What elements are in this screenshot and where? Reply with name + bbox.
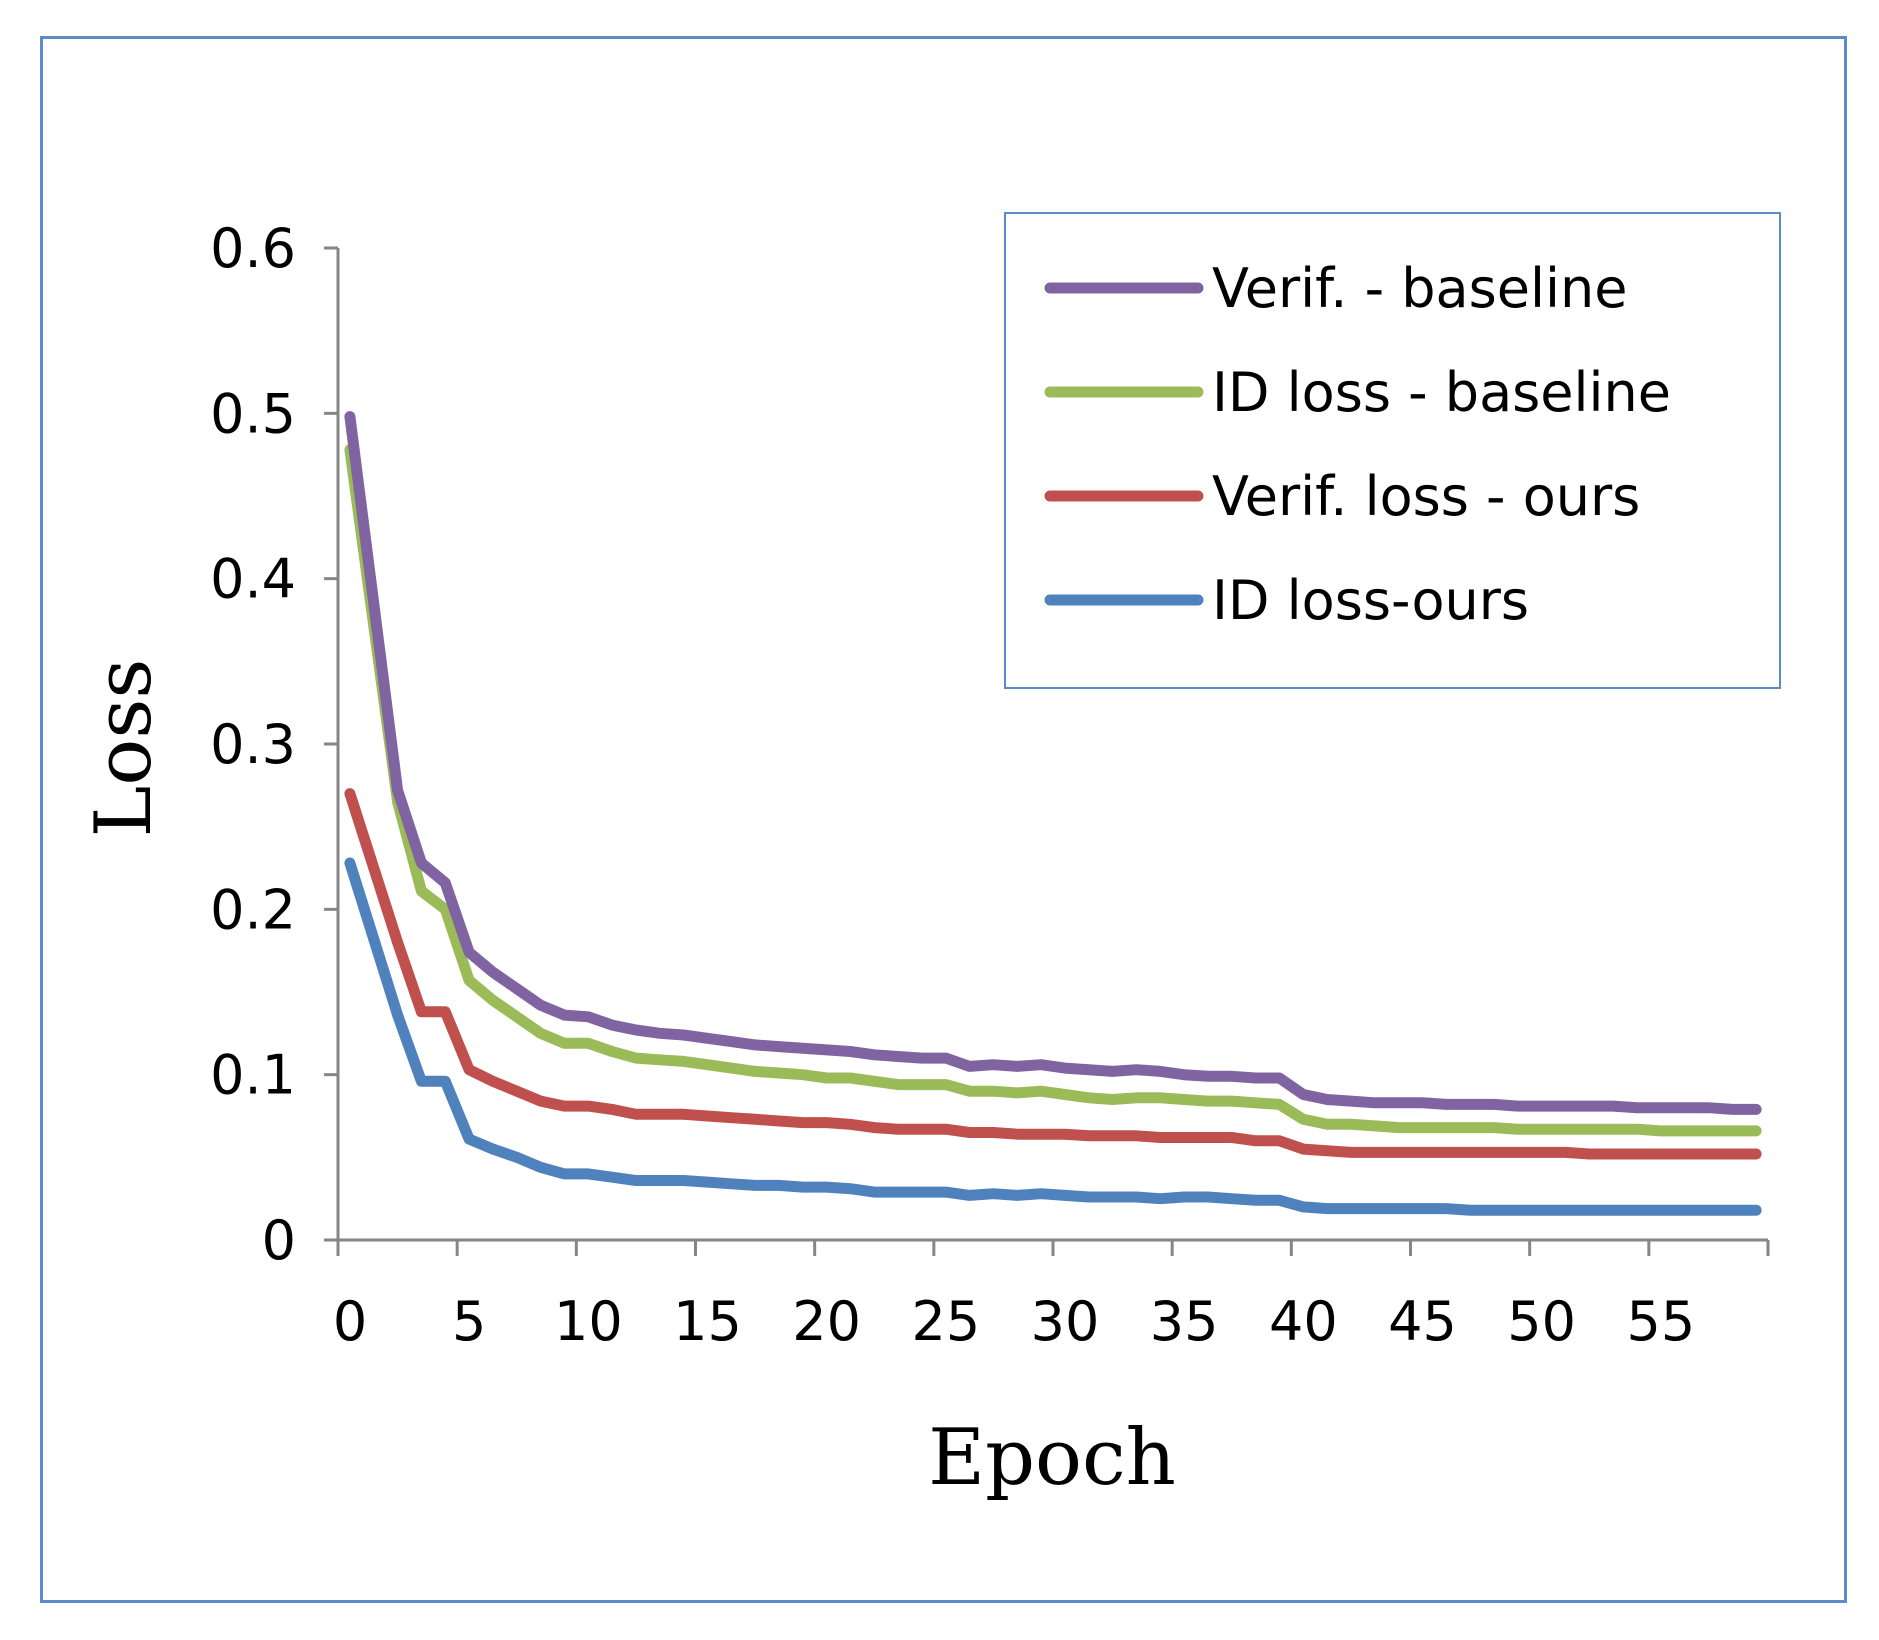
x-tick-label: 50 — [1507, 1290, 1576, 1353]
x-tick-label: 5 — [452, 1290, 486, 1353]
x-tick-label: 25 — [911, 1290, 980, 1353]
series-line-2 — [344, 788, 1762, 1160]
series-line-1 — [344, 444, 1762, 1137]
chart-frame — [40, 36, 1847, 1603]
x-tick-label: 55 — [1626, 1290, 1695, 1353]
series-line-3 — [344, 857, 1762, 1216]
y-tick-label: 0.6 — [210, 217, 296, 280]
x-tick-label: 10 — [554, 1290, 623, 1353]
y-tick-label: 0.5 — [210, 382, 296, 445]
x-axis-title: Epoch — [928, 1413, 1176, 1503]
x-tick-label: 15 — [673, 1290, 742, 1353]
x-tick-label: 40 — [1269, 1290, 1338, 1353]
legend-label-0: Verif. - baseline — [1212, 257, 1627, 320]
y-tick-label: 0.4 — [210, 548, 296, 611]
x-tick-label: 35 — [1150, 1290, 1219, 1353]
legend-label-1: ID loss - baseline — [1212, 361, 1671, 424]
y-tick-label: 0.3 — [210, 713, 296, 776]
y-tick-label: 0.1 — [210, 1044, 296, 1107]
legend-label-2: Verif. loss - ours — [1212, 465, 1640, 528]
series-line-0 — [344, 411, 1762, 1115]
legend: Verif. - baseline ID loss - baseline Verif… — [1004, 212, 1781, 689]
y-axis-title: Loss — [79, 659, 169, 838]
x-tick-label: 45 — [1388, 1290, 1457, 1353]
x-tick-label: 20 — [792, 1290, 861, 1353]
x-tick-label: 30 — [1031, 1290, 1100, 1353]
y-tick-label: 0 — [262, 1209, 296, 1272]
axes: 0 0.1 0.2 0.3 0.4 0.5 0.6 0 5 10 15 20 25 30 35 40 45 50 5… — [210, 217, 1770, 1353]
y-tick-label: 0.2 — [210, 878, 296, 941]
x-tick-label: 0 — [333, 1290, 367, 1353]
legend-label-3: ID loss-ours — [1212, 569, 1529, 632]
series-lines — [344, 411, 1762, 1216]
